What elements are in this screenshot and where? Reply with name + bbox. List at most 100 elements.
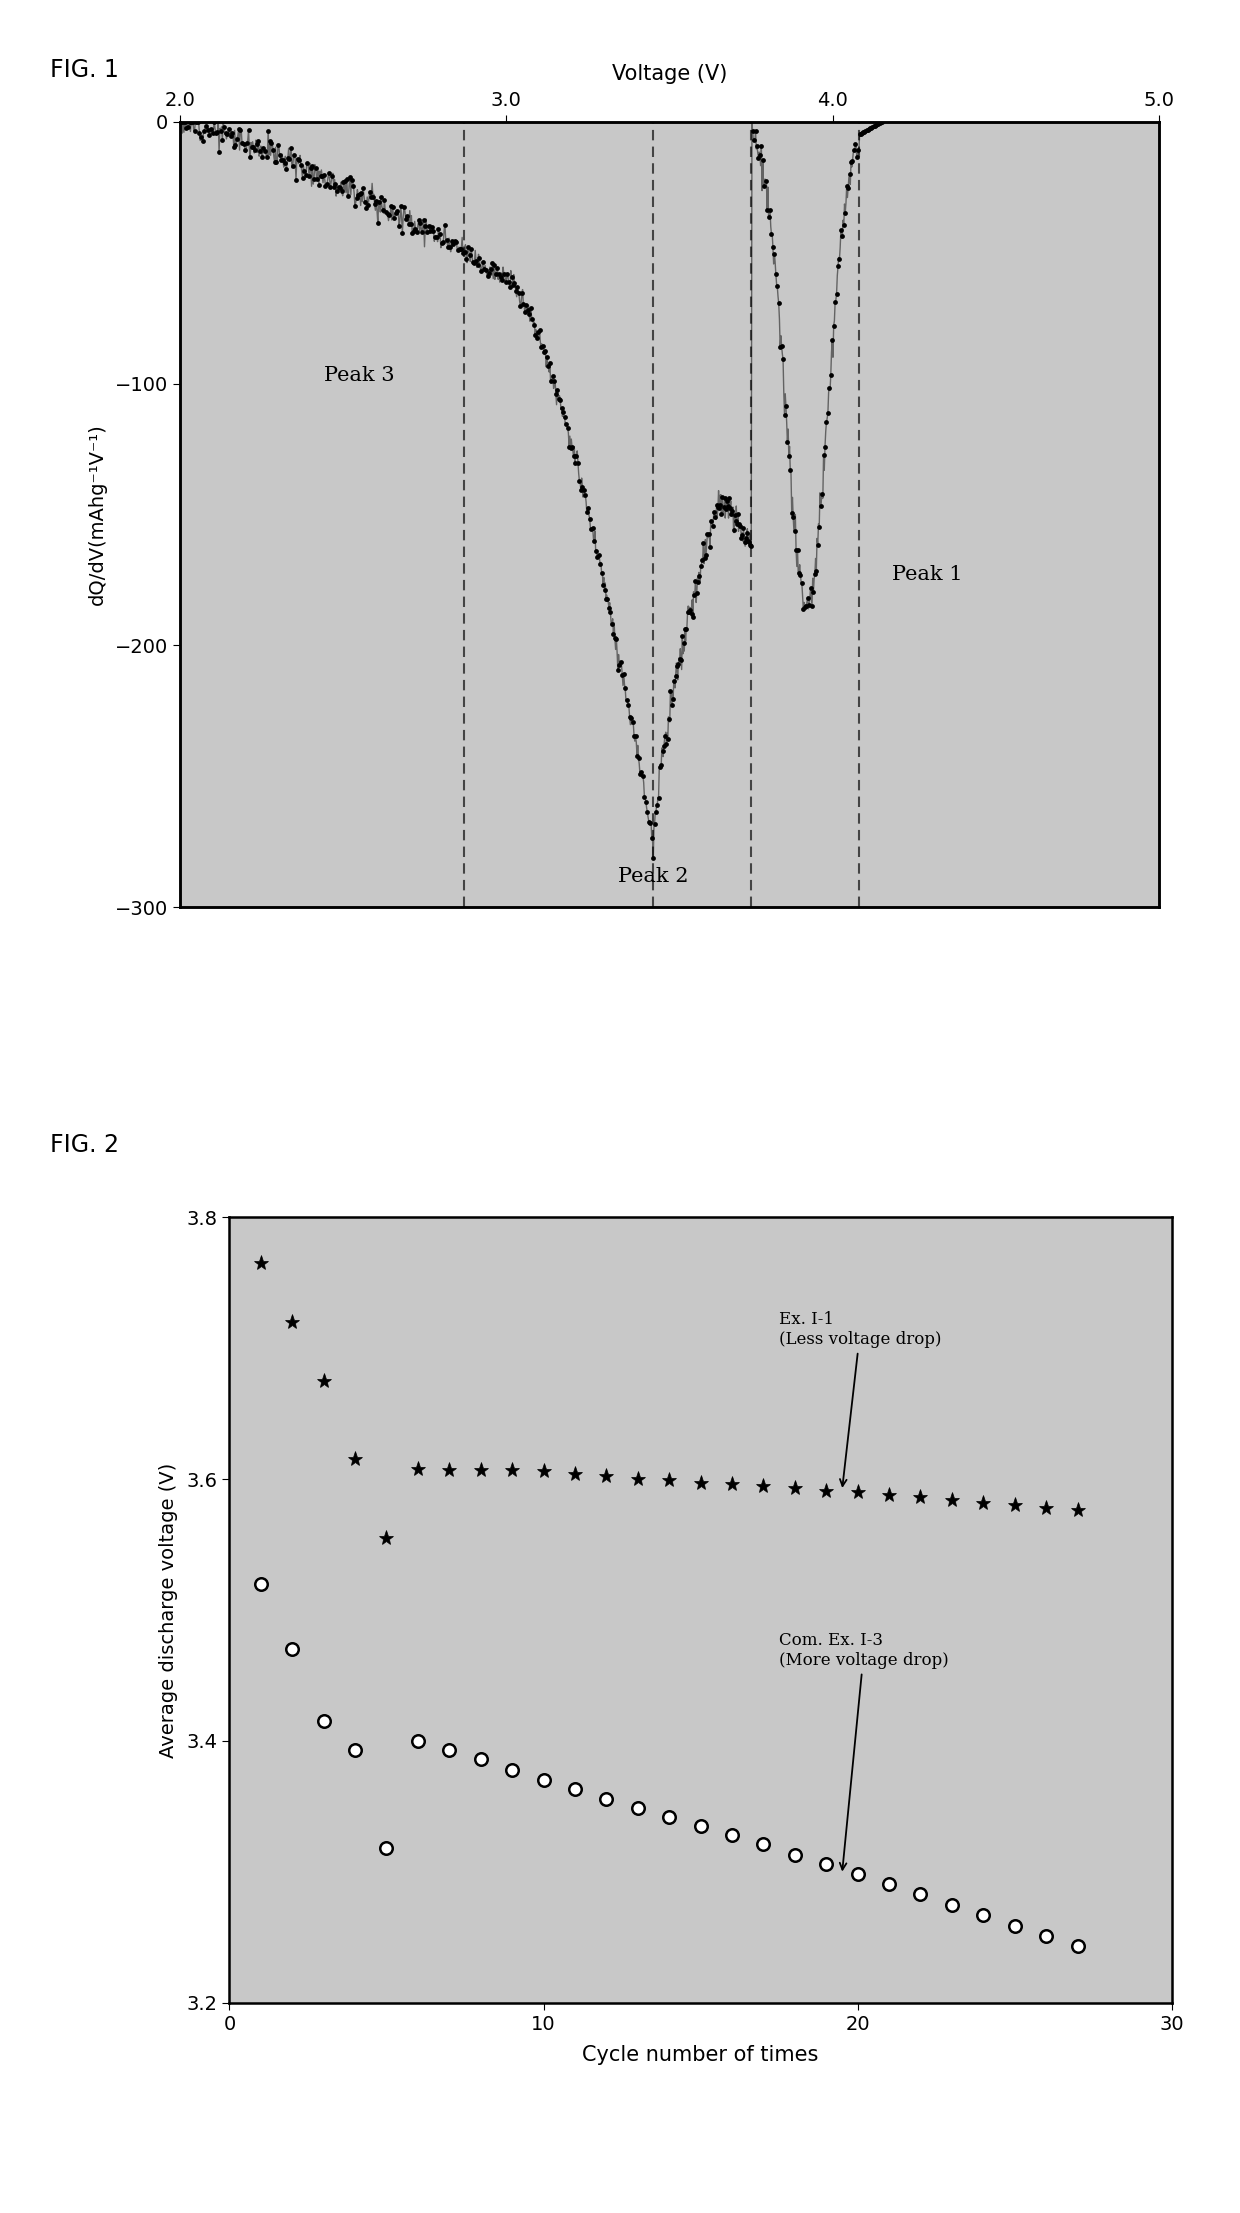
Point	[340, 159, 360, 195]
Point	[512, 277, 532, 312]
Point	[347, 179, 367, 215]
X-axis label: Voltage (V): Voltage (V)	[611, 64, 728, 84]
Point	[434, 224, 454, 259]
Point	[353, 170, 373, 206]
Point	[771, 328, 791, 363]
Point	[588, 540, 608, 575]
Point	[864, 108, 884, 144]
Point	[227, 122, 247, 157]
Point	[389, 208, 409, 243]
Point	[404, 212, 424, 248]
Point	[853, 115, 873, 150]
Point	[306, 150, 326, 186]
Point	[363, 179, 383, 215]
Point	[822, 323, 842, 359]
Point	[370, 184, 389, 219]
Point	[569, 463, 589, 498]
Point	[202, 115, 222, 150]
Point	[630, 757, 650, 792]
Point	[717, 482, 737, 518]
Point	[671, 642, 691, 677]
Point	[583, 511, 603, 547]
Point	[190, 115, 210, 150]
Point	[857, 113, 877, 148]
Point	[334, 164, 353, 199]
Point	[619, 688, 639, 724]
Point	[656, 726, 676, 761]
Point	[337, 162, 357, 197]
Point	[714, 489, 734, 524]
Point	[237, 126, 257, 162]
Point	[511, 288, 531, 323]
Point	[366, 184, 386, 219]
Point	[833, 208, 853, 243]
Point	[703, 509, 723, 544]
Point	[424, 212, 444, 248]
Point	[491, 259, 511, 294]
Point	[500, 270, 520, 305]
Point	[301, 150, 321, 186]
Point	[489, 257, 508, 292]
Point	[768, 268, 787, 303]
Point	[815, 429, 835, 465]
Point	[461, 230, 481, 266]
Point	[794, 591, 813, 626]
Point	[662, 688, 682, 724]
Point	[492, 261, 512, 297]
Point	[699, 516, 719, 551]
Point	[868, 106, 888, 142]
Point	[675, 611, 694, 646]
Point	[681, 593, 701, 628]
Point	[379, 197, 399, 232]
Point	[759, 199, 779, 235]
Point	[859, 111, 879, 146]
Point	[745, 113, 765, 148]
Point	[742, 529, 761, 564]
Point	[683, 600, 703, 635]
Point	[393, 215, 413, 250]
Point	[481, 250, 501, 285]
Text: Peak 3: Peak 3	[324, 365, 394, 385]
Point	[255, 133, 275, 168]
Point	[314, 157, 334, 193]
Point	[298, 146, 317, 181]
Point	[523, 308, 543, 343]
Point	[221, 120, 241, 155]
Point	[821, 356, 841, 392]
Point	[402, 215, 422, 250]
Point	[415, 208, 435, 243]
Point	[704, 496, 724, 531]
Point	[520, 297, 539, 332]
Point	[574, 474, 594, 509]
Point	[713, 480, 733, 516]
Point	[391, 188, 410, 224]
Point	[279, 142, 299, 177]
Point	[294, 153, 314, 188]
Point	[719, 480, 739, 516]
Point	[711, 487, 730, 522]
Point	[637, 794, 657, 830]
Point	[286, 162, 306, 197]
Point	[802, 589, 822, 624]
Point	[790, 558, 810, 593]
Point	[734, 511, 754, 547]
Point	[645, 806, 665, 841]
Point	[758, 193, 777, 228]
Point	[642, 821, 662, 856]
Point	[622, 704, 642, 739]
Point	[763, 230, 782, 266]
Point	[216, 115, 236, 150]
Point	[544, 363, 564, 398]
Point	[171, 104, 191, 139]
Point	[311, 159, 331, 195]
Point	[397, 197, 417, 232]
Point	[224, 128, 244, 164]
Point	[761, 217, 781, 252]
Point	[856, 113, 875, 148]
Point	[427, 219, 446, 254]
Point	[577, 496, 596, 531]
Point	[212, 122, 232, 157]
Point	[775, 396, 795, 432]
Point	[317, 166, 337, 201]
Point	[322, 159, 342, 195]
